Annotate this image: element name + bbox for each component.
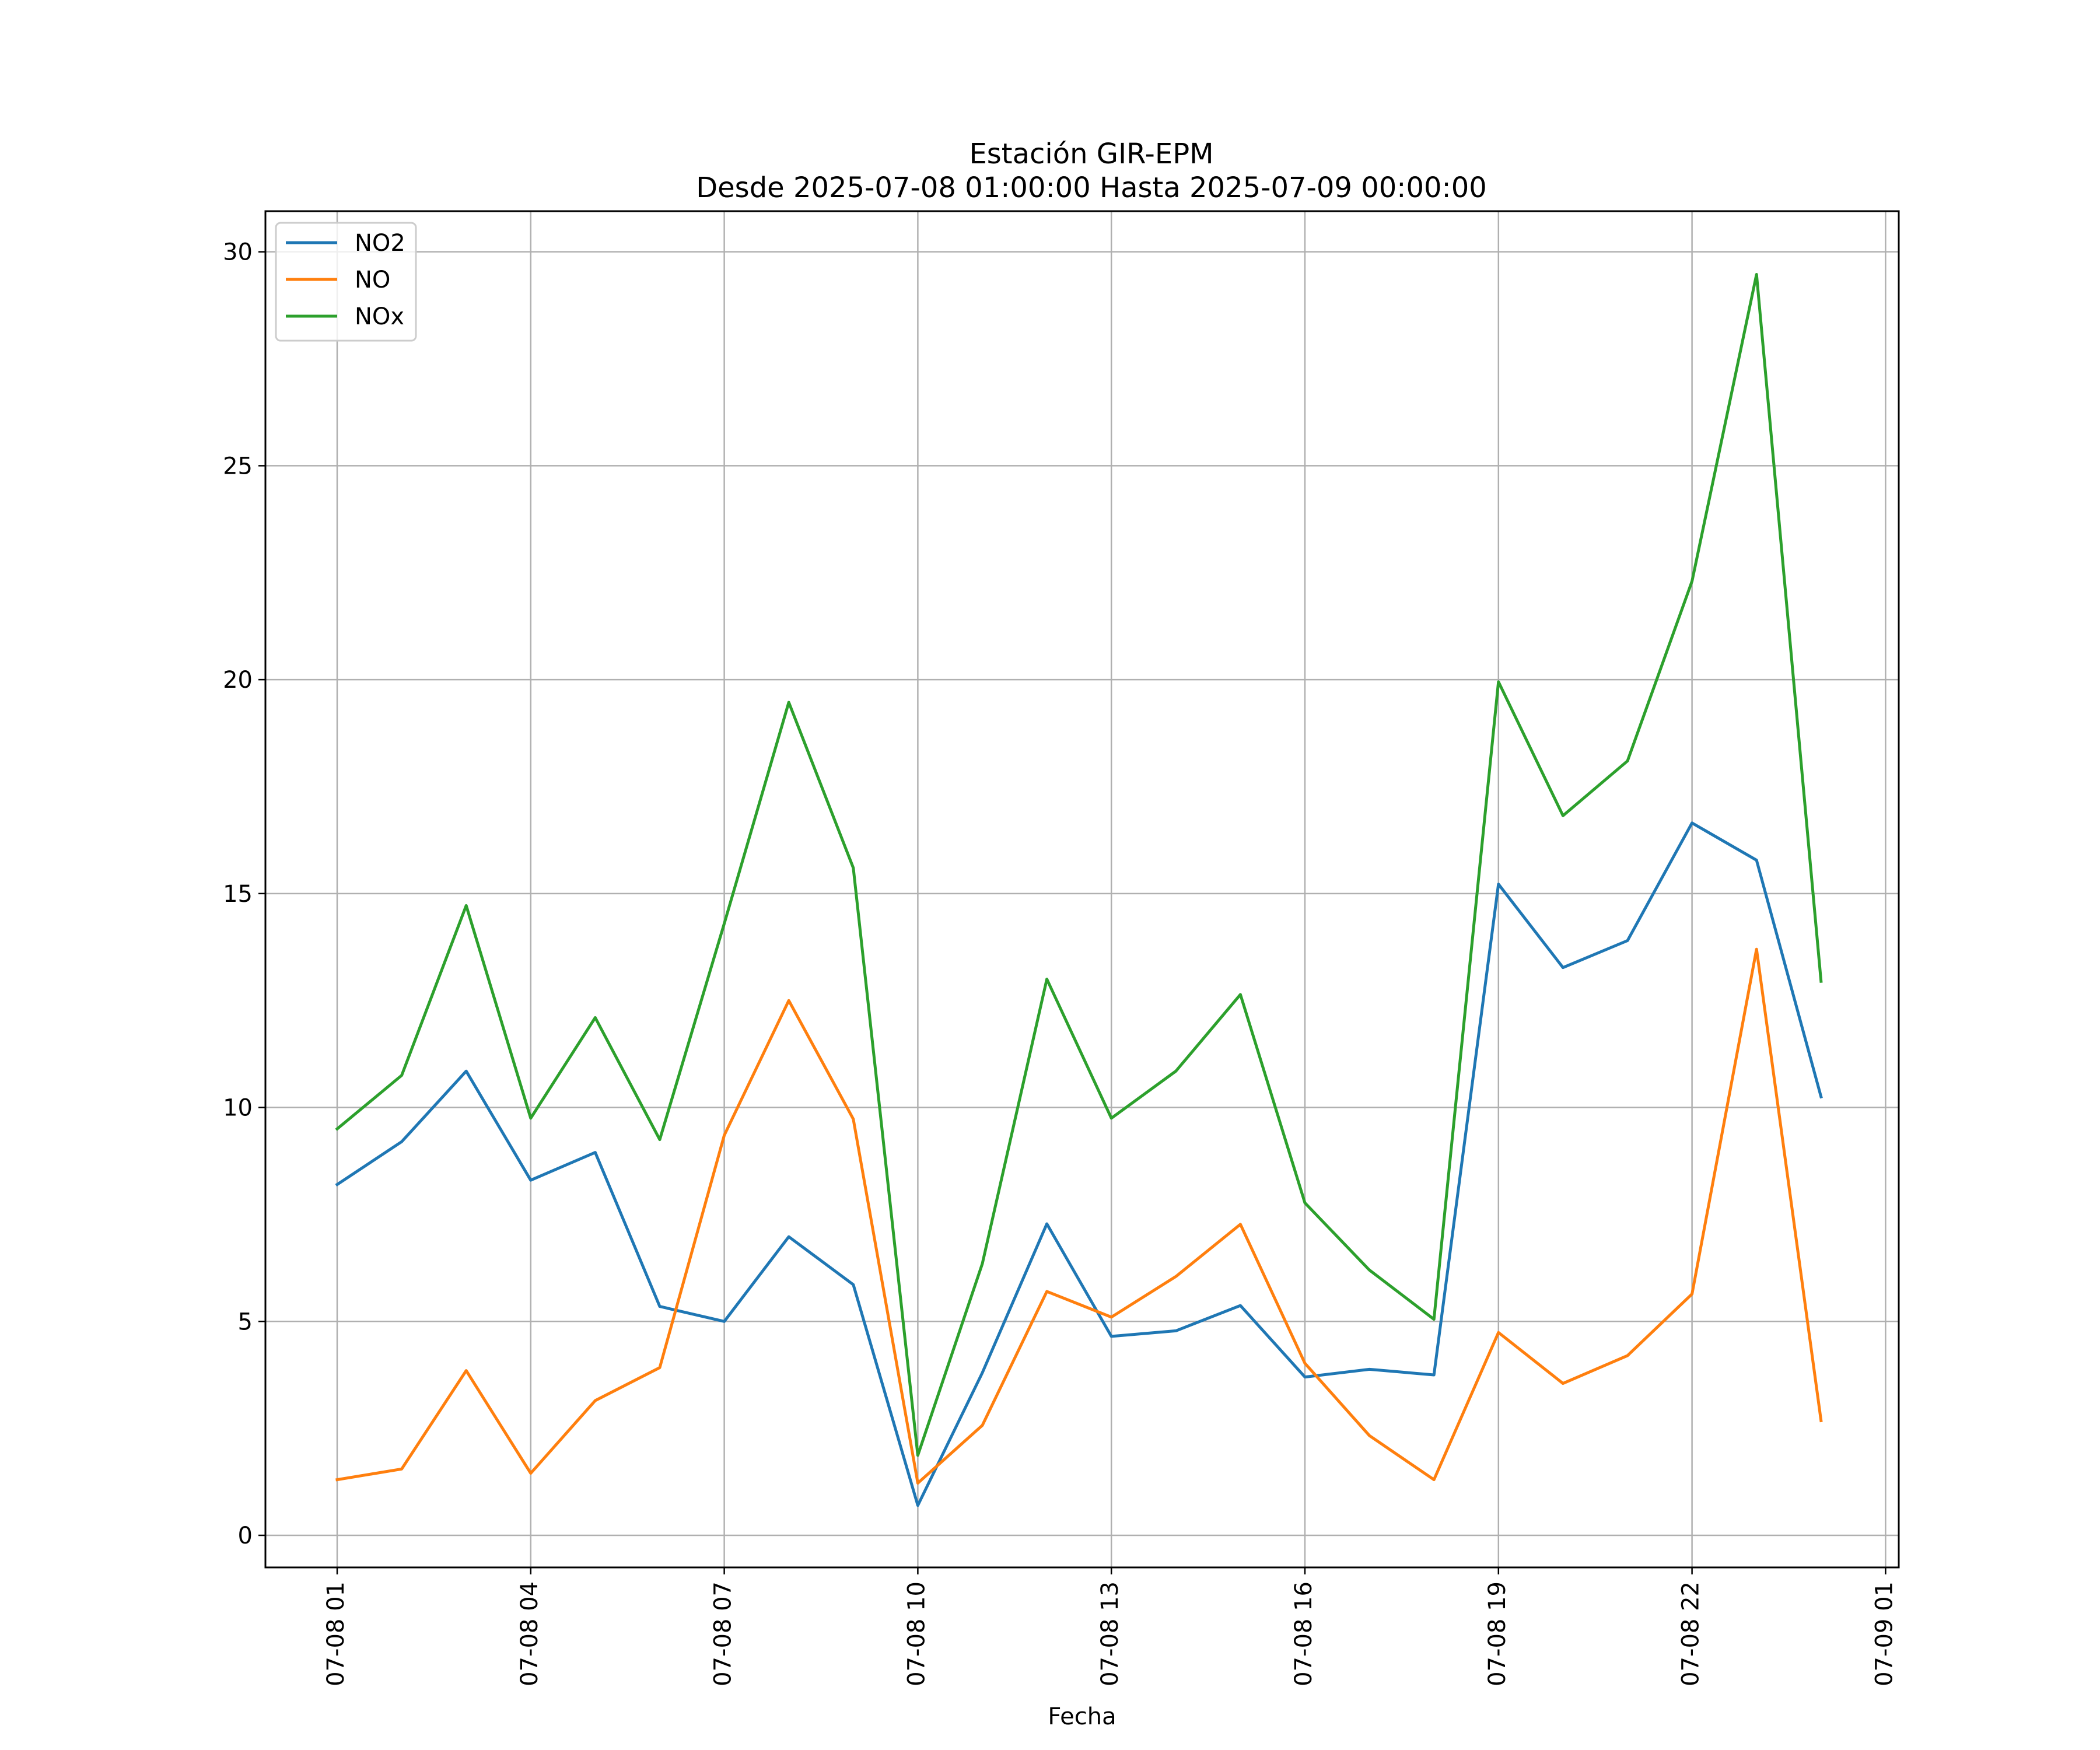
y-tick-label: 10	[223, 1095, 253, 1122]
legend-label-no: NO	[355, 267, 390, 293]
series-line-nox	[335, 273, 1823, 1457]
x-tick-label: 07-08 01	[323, 1581, 349, 1686]
x-tick-label: 07-08 19	[1484, 1581, 1511, 1686]
x-tick-label: 07-08 22	[1678, 1581, 1704, 1686]
legend: NO2 NO NOx	[275, 222, 417, 342]
series-line-no	[335, 947, 1823, 1485]
x-tick-label: 07-08 07	[710, 1581, 737, 1686]
legend-box	[275, 222, 417, 342]
x-tick-label: 07-08 10	[903, 1581, 930, 1686]
series-line-no2	[335, 821, 1823, 1507]
x-tick-label: 07-08 13	[1097, 1581, 1124, 1686]
legend-label-nox: NOx	[355, 303, 404, 330]
chart-subtitle: Desde 2025-07-08 01:00:00 Hasta 2025-07-…	[696, 172, 1487, 204]
x-axis-label: Fecha	[1048, 1703, 1116, 1730]
y-tick-label: 0	[238, 1522, 253, 1549]
x-tick-label: 07-08 04	[516, 1581, 543, 1686]
x-tick-label: 07-09 01	[1871, 1581, 1898, 1686]
y-tick-label: 5	[238, 1308, 253, 1335]
x-axis: 07-08 01 07-08 04 07-08 07 07-08 10 07-08 13…	[323, 1567, 1898, 1686]
plot-series	[335, 273, 1823, 1507]
legend-label-no2: NO2	[355, 230, 405, 257]
y-tick-label: 20	[223, 667, 253, 694]
chart-title: Estación GIR-EPM	[969, 138, 1213, 170]
y-tick-label: 15	[223, 881, 253, 908]
y-tick-label: 25	[223, 453, 253, 480]
plot-area-frame	[264, 210, 1900, 1569]
y-tick-label: 30	[223, 239, 253, 266]
x-tick-label: 07-08 16	[1290, 1581, 1317, 1686]
y-axis: 0 5 10 15 20 25 30	[223, 239, 265, 1549]
